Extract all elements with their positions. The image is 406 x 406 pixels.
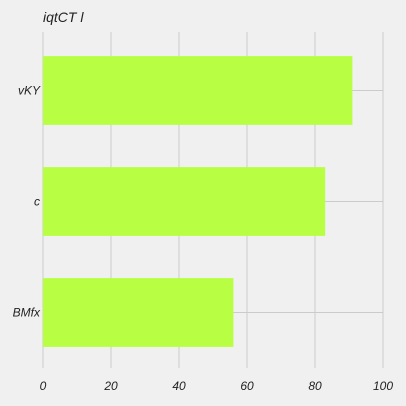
y-tick-label-0: vKY	[18, 84, 41, 98]
bar-layer	[43, 56, 353, 347]
bar-0	[43, 56, 353, 125]
x-tick-label-1: 20	[103, 379, 118, 393]
x-tick-label-4: 80	[308, 379, 322, 393]
y-tick-labels: vKY c BMfx	[13, 84, 41, 320]
x-tick-labels: 0 20 40 60 80 100	[40, 379, 394, 393]
x-tick-label-0: 0	[40, 379, 47, 393]
x-tick-label-2: 40	[172, 379, 186, 393]
x-tick-label-5: 100	[373, 379, 393, 393]
x-tick-label-3: 60	[240, 379, 254, 393]
chart-title: iqtCT l	[43, 9, 84, 25]
y-tick-label-2: BMfx	[13, 306, 41, 320]
bar-1	[43, 167, 326, 236]
bar-2	[43, 278, 234, 347]
y-tick-label-1: c	[34, 195, 40, 209]
